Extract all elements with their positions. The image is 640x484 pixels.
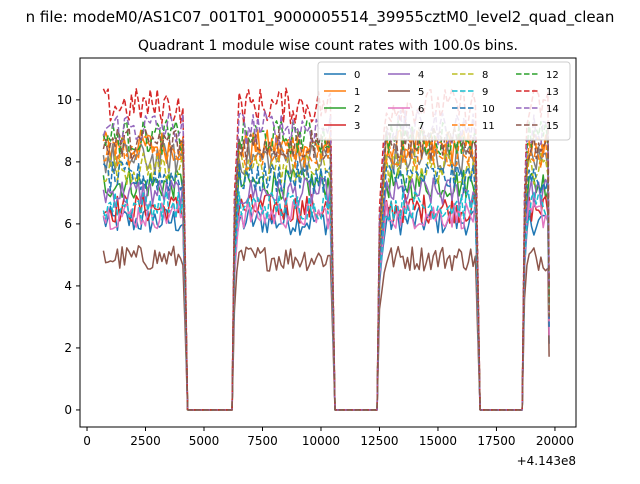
series-line-15 [102, 125, 550, 411]
legend-label-3: 3 [354, 121, 360, 132]
legend-label-9: 9 [482, 87, 488, 98]
chart-title: Quadrant 1 module wise count rates with … [138, 38, 518, 54]
x-tick-label: 7500 [247, 434, 278, 448]
y-tick-label: 0 [64, 403, 72, 417]
figure-suptitle: n file: modeM0/AS1C07_001T01_9000005514_… [26, 8, 615, 27]
legend-label-5: 5 [418, 87, 424, 98]
legend-label-14: 14 [546, 104, 559, 115]
x-tick-label: 15000 [419, 434, 457, 448]
legend-label-2: 2 [354, 104, 360, 115]
legend-label-4: 4 [418, 70, 424, 81]
legend-label-0: 0 [354, 70, 360, 81]
y-tick-label: 10 [57, 93, 72, 107]
legend-label-1: 1 [354, 87, 360, 98]
series-line-5 [102, 245, 550, 411]
legend-label-12: 12 [546, 70, 559, 81]
y-tick-label: 8 [64, 155, 72, 169]
y-tick-label: 4 [64, 279, 72, 293]
series-line-12 [102, 119, 550, 411]
legend-label-10: 10 [482, 104, 495, 115]
x-tick-label: 17500 [477, 434, 515, 448]
axis-layer: 0 2500 5000 7500 10000 12500 15000 17500 20000 0 2… [57, 93, 574, 448]
x-tick-label: 20000 [536, 434, 574, 448]
x-axis-offset-label: +4.143e8 [517, 454, 576, 468]
legend-label-11: 11 [482, 121, 495, 132]
series-line-10 [102, 160, 550, 411]
y-tick-label: 6 [64, 217, 72, 231]
legend-label-13: 13 [546, 87, 559, 98]
x-tick-label: 12500 [360, 434, 398, 448]
x-tick-label: 5000 [189, 434, 220, 448]
x-tick-label: 10000 [302, 434, 340, 448]
series-line-9 [102, 190, 550, 411]
legend-label-7: 7 [418, 121, 424, 132]
x-tick-label: 0 [83, 434, 91, 448]
plot-frame [79, 57, 577, 428]
x-tick-label: 2500 [130, 434, 161, 448]
series-line-0 [102, 205, 550, 411]
legend-frame [317, 61, 571, 141]
y-tick-label: 2 [64, 341, 72, 355]
legend-label-8: 8 [482, 70, 488, 81]
legend-label-15: 15 [546, 121, 559, 132]
legend-label-6: 6 [418, 104, 424, 115]
